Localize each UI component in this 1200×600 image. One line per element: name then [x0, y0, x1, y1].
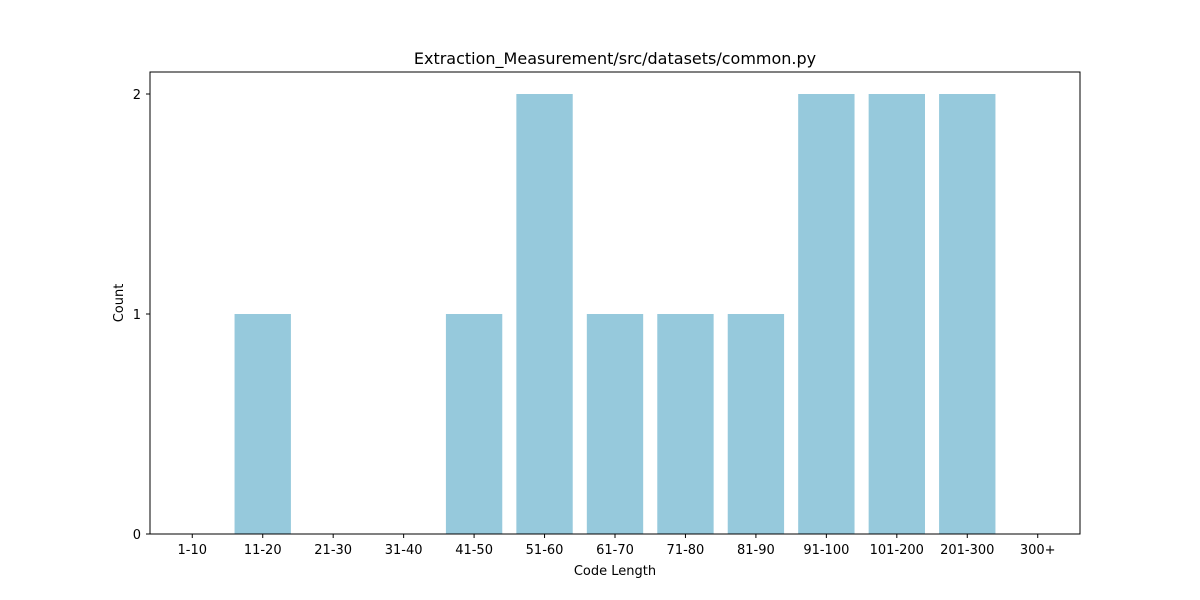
y-tick-label: 0: [133, 528, 141, 543]
y-axis-label: Count: [112, 284, 127, 323]
plot-area-frame: [149, 71, 1081, 535]
bar-61-70: [586, 314, 644, 534]
bar-101-200: [868, 94, 925, 534]
x-axis-label: Code Length: [574, 564, 656, 579]
x-tick-label: 41-50: [455, 543, 493, 558]
y-axis-ticks: 0 1 2: [133, 88, 150, 543]
bar-81-90: [727, 314, 785, 534]
chart-title: Extraction_Measurement/src/datasets/comm…: [414, 49, 816, 69]
y-tick-label: 2: [133, 88, 141, 103]
bars-group: [234, 94, 996, 534]
bar-11-20: [234, 314, 291, 534]
bar-201-300: [939, 94, 996, 534]
x-tick-label: 31-40: [385, 543, 423, 558]
y-tick-label: 1: [133, 308, 141, 323]
x-tick-label: 51-60: [526, 543, 564, 558]
x-tick-label: 11-20: [244, 543, 282, 558]
bar-71-80: [657, 314, 714, 534]
bar-51-60: [516, 94, 573, 534]
x-tick-label: 201-300: [940, 543, 994, 558]
x-tick-label: 1-10: [178, 543, 208, 558]
bar-41-50: [445, 314, 503, 534]
x-tick-label: 91-100: [803, 543, 849, 558]
x-tick-label: 81-90: [737, 543, 775, 558]
bar-91-100: [798, 94, 855, 534]
x-tick-label: 101-200: [870, 543, 924, 558]
x-tick-label: 61-70: [596, 543, 634, 558]
x-axis-ticks: 1-10 11-20 21-30 31-40 41-50 51-60 61-70 71-80 8…: [178, 534, 1056, 558]
x-tick-label: 71-80: [667, 543, 705, 558]
x-tick-label: 300+: [1020, 543, 1056, 558]
x-tick-label: 21-30: [314, 543, 352, 558]
